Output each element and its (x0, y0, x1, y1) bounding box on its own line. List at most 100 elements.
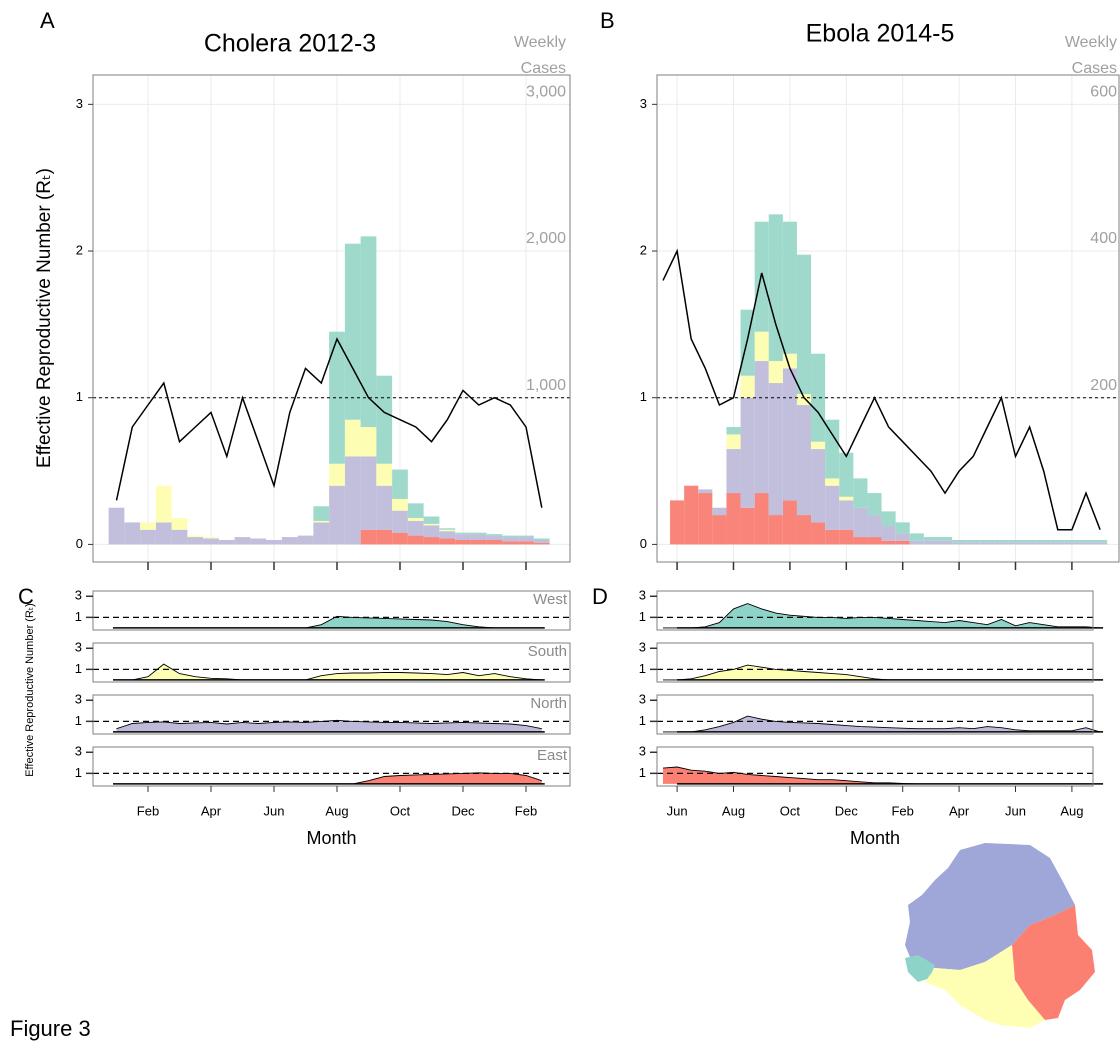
bar-segment (344, 419, 361, 457)
bar-segment (423, 523, 440, 526)
bar-segment (1036, 542, 1051, 545)
bar-segment (486, 535, 503, 540)
map-east (1012, 905, 1095, 1020)
bar-segment (754, 361, 769, 494)
y-tick-label: 3 (75, 640, 82, 655)
bar-segment (329, 485, 345, 545)
bar-segment (392, 532, 408, 545)
bar-segment (937, 537, 953, 541)
bar-segment (726, 434, 741, 450)
bar-segment (1022, 539, 1037, 543)
bar-segment (881, 540, 896, 545)
bar-segment (1036, 539, 1051, 543)
x-tick-label: Jun (264, 803, 285, 818)
facet-rt-line (116, 615, 542, 629)
facet-border (92, 590, 571, 631)
y-tick-label: 3 (639, 640, 646, 655)
y-tick-label: 3 (639, 744, 646, 759)
bar-segment (796, 394, 812, 406)
bar-segment (909, 533, 924, 541)
bar-segment (1064, 539, 1079, 543)
y2-tick-label: 3,000 (526, 84, 566, 101)
bar-segment (839, 529, 854, 545)
bar-segment (712, 507, 727, 516)
y-axis-title: Effective Reproductive Number (Rₜ) (34, 168, 55, 468)
bar-segment (344, 243, 361, 420)
bar-segment (392, 469, 408, 499)
x-tick-label: Oct (780, 803, 801, 818)
bar-segment (297, 535, 314, 545)
y-tick-label: 2 (640, 242, 647, 257)
bar-segment (313, 506, 330, 521)
bar-segment (533, 539, 550, 543)
panel-letter: D (592, 584, 608, 609)
bar-segment (994, 542, 1009, 545)
y2-axis-title: Weekly (514, 34, 566, 51)
figure-label: Figure 3 (10, 1016, 91, 1041)
bar-segment (423, 537, 440, 545)
bar-segment (853, 478, 868, 508)
y2-axis-title: Cases (1072, 60, 1117, 77)
bar-segment (895, 540, 910, 545)
bar-segment (811, 449, 826, 523)
bar-segment (698, 493, 713, 545)
bar-segment (1050, 539, 1065, 543)
x-tick-label: Dec (451, 803, 475, 818)
bar-segment (203, 537, 219, 539)
panel-letter: C (18, 584, 34, 609)
y-tick-label: 0 (76, 536, 83, 551)
bar-segment (881, 526, 896, 541)
bar-segment (923, 540, 938, 545)
bar-segment (502, 537, 519, 542)
bar-segment (825, 419, 840, 479)
bar-segment (782, 221, 797, 354)
bar-segment (966, 539, 981, 543)
bar-segment (533, 542, 550, 545)
plot-border (656, 74, 1120, 563)
facet-border (656, 642, 1094, 683)
facet-rt-line (116, 719, 542, 730)
y-tick-label: 1 (75, 661, 82, 676)
bar-segment (502, 535, 519, 538)
bar-segment (313, 520, 330, 523)
bar-segment (360, 236, 377, 428)
bar-segment (423, 516, 440, 524)
plot-border (92, 74, 571, 563)
bar-segment (218, 539, 235, 545)
bar-segment (726, 493, 741, 545)
bar-segment (726, 449, 741, 494)
map-west (905, 955, 935, 982)
bar-segment (1093, 542, 1108, 545)
facet-name: North (530, 695, 567, 712)
bar-segment (768, 214, 783, 362)
bar-segment (203, 538, 219, 545)
bar-segment (329, 463, 345, 486)
bar-segment (250, 538, 267, 545)
facet-fill (116, 772, 542, 784)
rt-line (115, 337, 543, 508)
bar-segment (740, 397, 755, 508)
bar-segment (140, 522, 156, 530)
bar-segment (994, 539, 1009, 543)
x-tick-label: Jun (667, 803, 688, 818)
bar-segment (726, 427, 741, 435)
map (905, 843, 1095, 1028)
bar-segment (825, 485, 840, 530)
x-tick-label: Oct (390, 803, 411, 818)
bar-segment (376, 463, 393, 486)
bar-segment (486, 534, 503, 536)
bar-segment (684, 485, 699, 545)
bar-segment (439, 531, 456, 539)
bar-segment (740, 375, 755, 398)
y-tick-label: 2 (76, 242, 83, 257)
panel-letter: B (600, 8, 615, 33)
facet-name: South (528, 643, 567, 660)
bar-segment (867, 537, 882, 545)
bar-segment (937, 540, 953, 545)
plot-area (657, 75, 1119, 562)
bar-segment (155, 485, 172, 523)
facet-fill (116, 664, 542, 680)
bar-segment (853, 507, 868, 538)
bar-segment (407, 520, 424, 536)
bar-segment (740, 507, 755, 545)
